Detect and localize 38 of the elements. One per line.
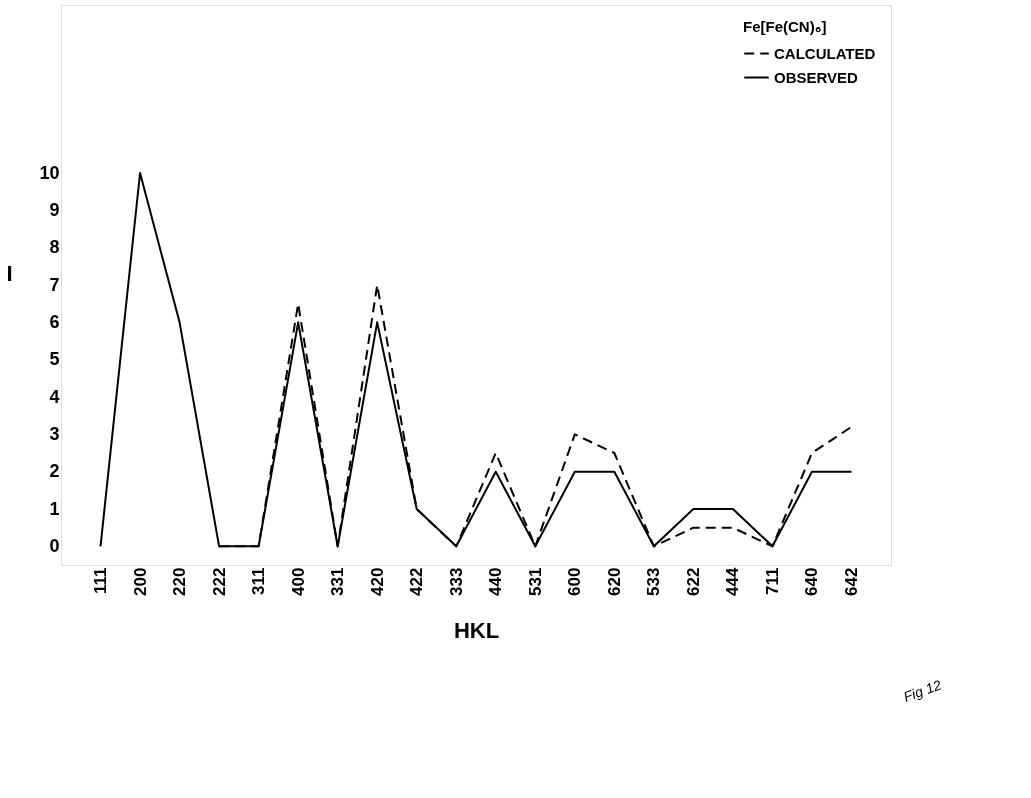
x-tick-label: 533: [644, 567, 664, 596]
y-tick-label: 0: [49, 535, 60, 556]
x-tick-label: 200: [130, 567, 150, 596]
x-tick-label: 711: [762, 567, 782, 595]
y-tick-label: 1: [49, 498, 60, 519]
x-tick-label: 620: [604, 567, 624, 596]
x-tick-label: 333: [446, 567, 466, 596]
x-tick-label: 220: [170, 567, 190, 596]
y-axis-title: I: [6, 260, 13, 286]
y-tick-label: 3: [49, 423, 60, 444]
legend-label: CALCULATED: [774, 44, 876, 62]
legend-title: Fe[Fe(CN)₆]: [743, 18, 827, 35]
x-tick-label: 640: [802, 567, 822, 596]
x-tick-label: 222: [209, 567, 229, 596]
x-tick-label: 111: [91, 567, 111, 594]
line-series: [99, 172, 853, 548]
y-tick-label: 7: [49, 274, 60, 295]
y-tick-label: 9: [49, 199, 60, 220]
y-tick-label: 10: [39, 162, 60, 183]
y-tick-label: 4: [49, 386, 60, 407]
y-tick-label: 6: [49, 311, 60, 332]
y-tick-label: 8: [49, 237, 60, 258]
x-tick-label: 444: [723, 566, 743, 596]
x-tick-label: 642: [841, 567, 861, 596]
x-tick-label: 422: [407, 567, 427, 596]
x-tick-label: 600: [565, 567, 585, 596]
x-tick-label: 311: [249, 567, 269, 595]
caption: Fig 12: [901, 676, 944, 705]
x-tick-label: 331: [328, 567, 348, 596]
x-tick-label: 440: [486, 567, 506, 596]
x-tick-label: 622: [683, 567, 703, 596]
x-tick-label: 400: [288, 567, 308, 596]
legend-label: OBSERVED: [774, 68, 859, 86]
x-axis-title: HKL: [453, 617, 500, 643]
x-tick-label: 531: [525, 567, 545, 596]
y-tick-label: 2: [49, 461, 60, 482]
y-tick-label: 5: [49, 349, 60, 370]
x-tick-label: 420: [367, 567, 387, 596]
